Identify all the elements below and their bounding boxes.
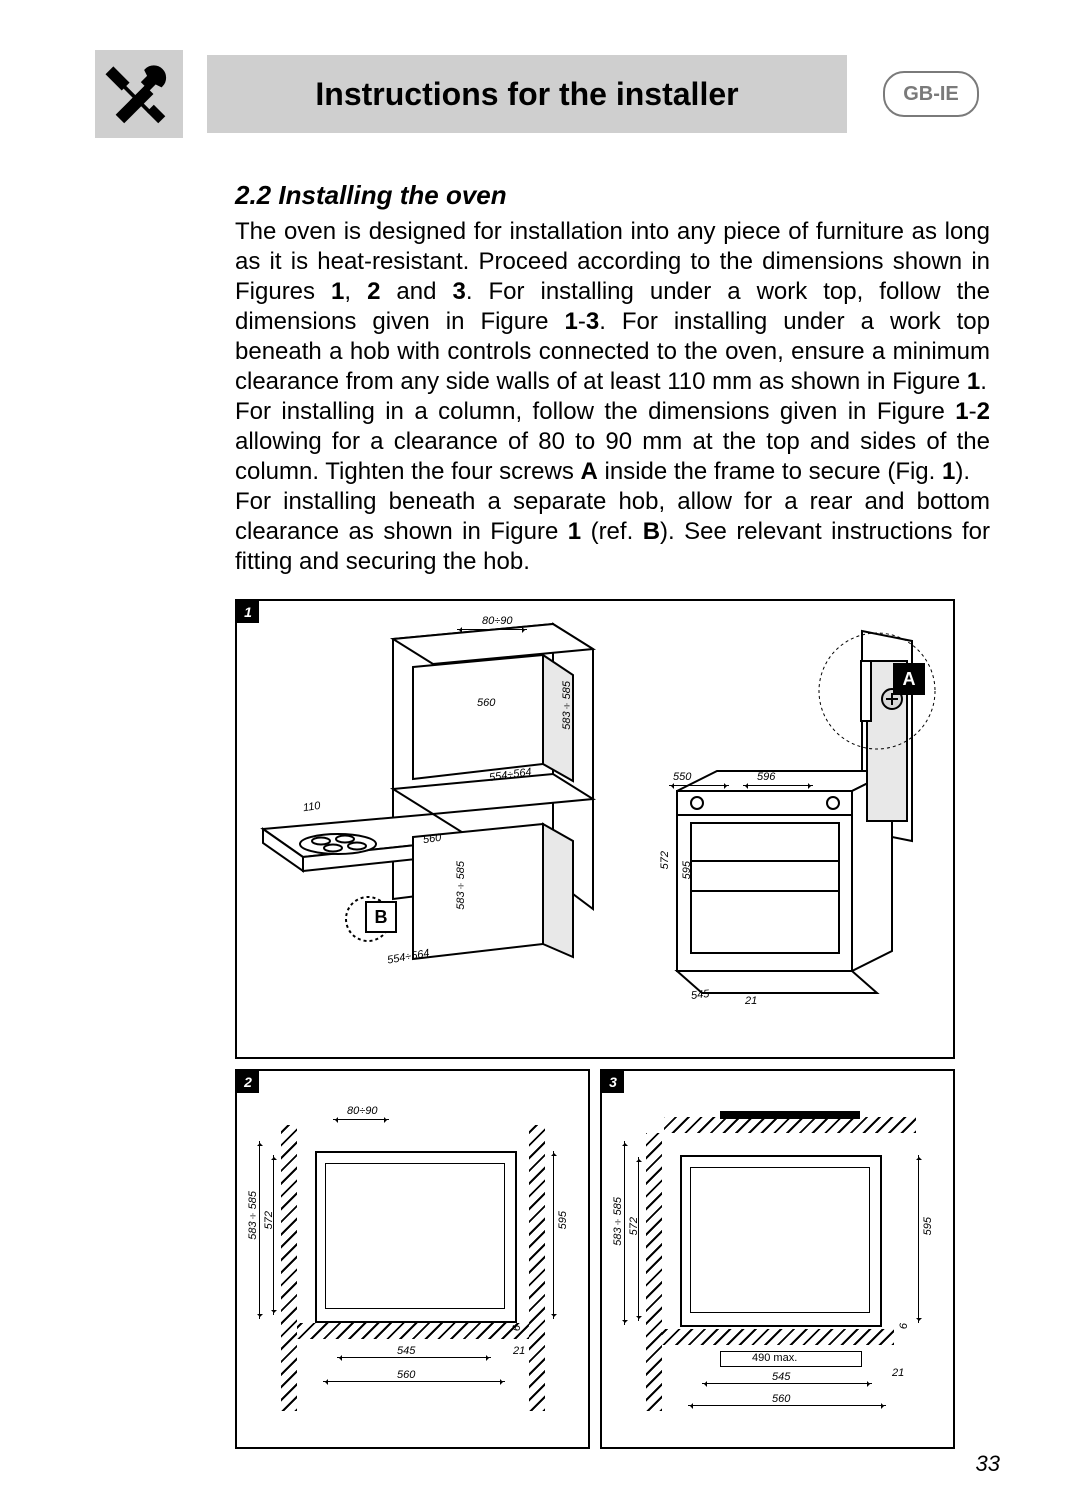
ref-a-label: A — [893, 663, 925, 695]
dim-line — [688, 1405, 886, 1406]
section-heading: 2.2 Installing the oven — [235, 180, 990, 211]
dim-aperture-w: 560 — [397, 1369, 415, 1381]
dim-gap-under: 6 — [898, 1323, 910, 1329]
figure-1: 1 — [235, 599, 955, 1059]
wall-hatch-icon — [646, 1133, 662, 1411]
fig-ref: 3 — [452, 278, 465, 305]
dim-aperture-h2: 583÷585 — [455, 861, 467, 910]
dim-oven-w: 596 — [757, 771, 775, 783]
dim-oven-h: 595 — [557, 1211, 569, 1229]
dim-aperture-w2: 560 — [422, 832, 442, 846]
figures-row-2: 2 80÷90 583÷585 572 595 6 545 21 — [235, 1069, 955, 1449]
dim-top-gap: 80÷90 — [347, 1105, 378, 1117]
section-number: 2.2 — [235, 180, 271, 210]
ref-b-label: B — [365, 901, 397, 933]
body-text: (ref. — [581, 518, 643, 545]
dim-line — [323, 1381, 505, 1382]
installation-diagrams: 1 — [235, 599, 955, 1449]
section-title: Installing the oven — [278, 180, 506, 210]
page-title-bar: Instructions for the installer — [207, 55, 847, 133]
paragraph-1: The oven is designed for installation in… — [235, 217, 990, 397]
dim-line — [337, 1357, 491, 1358]
dim-hob-gap: 490 max. — [752, 1352, 797, 1364]
dim-gap-under: 6 — [511, 1325, 523, 1331]
worktop-hatch-icon — [664, 1117, 916, 1133]
dim-foot: 21 — [745, 995, 757, 1007]
dim-line — [259, 1141, 260, 1319]
body-text: and — [380, 278, 452, 305]
fig-ref: 2 — [977, 398, 990, 425]
fig-ref: 1 — [955, 398, 968, 425]
dim-foot: 21 — [892, 1367, 904, 1379]
dim-oven-d: 550 — [673, 771, 691, 783]
paragraph-3: For installing beneath a separate hob, a… — [235, 487, 990, 577]
hob-outline — [720, 1111, 860, 1119]
body-text: - — [578, 308, 586, 335]
figure-3: 3 583÷585 572 595 6 490 max. — [600, 1069, 955, 1449]
wrench-screwdriver-icon — [102, 57, 176, 131]
dim-base-d: 545 — [690, 988, 710, 1002]
dim-oven-h-inner: 572 — [659, 851, 671, 869]
dim-top-gap: 80÷90 — [482, 615, 513, 627]
dim-oven-h-inner: 572 — [628, 1217, 640, 1235]
dim-base-d: 545 — [772, 1371, 790, 1383]
body-text: inside the frame to secure (Fig. — [598, 458, 942, 485]
fig-ref: 1 — [942, 458, 955, 485]
dim-line — [457, 629, 527, 630]
dim-line — [918, 1155, 919, 1323]
dim-line — [743, 785, 813, 786]
screw-ref: A — [581, 458, 598, 485]
figure-number: 2 — [237, 1071, 259, 1093]
body-text: , — [344, 278, 367, 305]
fig-ref: 3 — [586, 308, 599, 335]
page-title: Instructions for the installer — [315, 76, 738, 113]
oven-cavity-outline — [325, 1163, 505, 1309]
floor-hatch-icon — [662, 1329, 894, 1345]
manual-page: Instructions for the installer GB-IE 2.2… — [0, 0, 1080, 1511]
dim-aperture-h1: 583÷585 — [561, 681, 573, 730]
body-text: . — [980, 368, 987, 395]
dim-aperture-h: 583÷585 — [612, 1197, 624, 1246]
dim-aperture-w1: 560 — [477, 697, 495, 709]
page-number: 33 — [976, 1451, 1000, 1477]
dim-line — [669, 785, 729, 786]
dim-line — [333, 1119, 389, 1120]
fig-ref: 1 — [331, 278, 344, 305]
page-header: Instructions for the installer GB-IE — [95, 50, 1020, 138]
dim-side-clear: 110 — [302, 800, 321, 814]
body-text: For installing in a column, follow the d… — [235, 398, 955, 425]
dim-aperture-h: 583÷585 — [247, 1191, 259, 1240]
section-body: 2.2 Installing the oven The oven is desi… — [235, 180, 990, 577]
dim-aperture-w: 560 — [772, 1393, 790, 1405]
dim-base-d: 545 — [397, 1345, 415, 1357]
dim-foot: 21 — [513, 1345, 525, 1357]
figure-2: 2 80÷90 583÷585 572 595 6 545 21 — [235, 1069, 590, 1449]
dim-line — [553, 1151, 554, 1319]
dim-oven-h: 595 — [922, 1217, 934, 1235]
body-text: - — [969, 398, 977, 425]
paragraph-2: For installing in a column, follow the d… — [235, 397, 990, 487]
wall-hatch-icon — [529, 1125, 545, 1411]
installer-tools-icon — [95, 50, 183, 138]
cabinet-isometric-icon — [243, 609, 623, 1049]
fig-ref: 1 — [568, 518, 581, 545]
dim-line — [624, 1141, 625, 1325]
dim-oven-h: 595 — [681, 861, 693, 879]
dim-line — [273, 1155, 274, 1315]
clearance-ref: B — [643, 518, 660, 545]
oven-cavity-outline — [690, 1167, 870, 1313]
fig-ref: 2 — [367, 278, 380, 305]
dim-line — [702, 1383, 872, 1384]
fig-ref: 1 — [564, 308, 577, 335]
dim-line — [638, 1157, 639, 1321]
body-text: ). — [955, 458, 970, 485]
dim-oven-h-inner: 572 — [263, 1211, 275, 1229]
figure-number: 3 — [602, 1071, 624, 1093]
wall-hatch-icon — [297, 1323, 529, 1339]
language-badge: GB-IE — [883, 71, 979, 117]
fig-ref: 1 — [967, 368, 980, 395]
wall-hatch-icon — [281, 1125, 297, 1411]
